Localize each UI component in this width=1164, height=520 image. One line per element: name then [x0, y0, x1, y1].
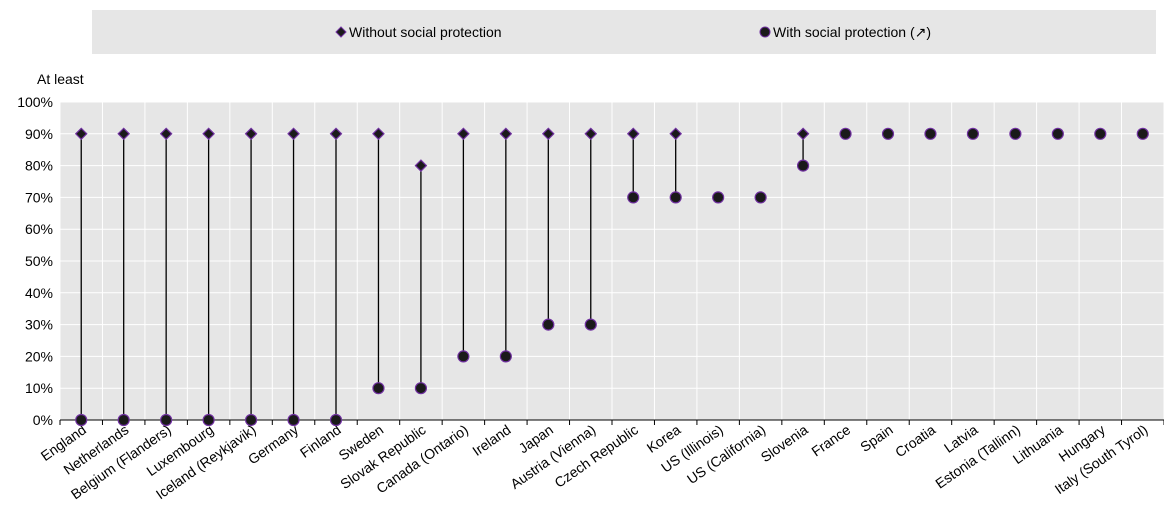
legend-diamond-marker	[335, 26, 347, 38]
without-protection-point	[414, 159, 428, 172]
without-protection-point	[669, 127, 683, 141]
with-protection-point	[754, 191, 767, 204]
with-protection-point	[372, 382, 385, 395]
with-protection-point	[1009, 127, 1022, 140]
y-tick-label: 20%	[25, 348, 53, 364]
with-protection-point	[627, 191, 640, 204]
y-axis-title: At least	[37, 71, 84, 87]
with-protection-point	[584, 318, 597, 331]
without-protection-point	[287, 127, 300, 141]
y-tick-label: 90%	[25, 126, 53, 142]
without-protection-point	[457, 127, 470, 141]
without-protection-point	[202, 127, 215, 141]
with-protection-point	[414, 382, 428, 395]
y-tick-label: 80%	[25, 158, 53, 174]
y-tick-label: 40%	[25, 285, 53, 301]
without-protection-point	[159, 127, 173, 141]
y-tick-label: 0%	[33, 412, 53, 428]
with-protection-point	[499, 350, 512, 363]
y-tick-label: 70%	[25, 189, 53, 205]
with-protection-point	[542, 318, 555, 331]
with-protection-point	[712, 191, 725, 204]
y-tick-label: 30%	[25, 317, 53, 333]
without-protection-point	[117, 127, 131, 141]
data-markers	[74, 127, 1149, 427]
without-protection-point	[372, 127, 385, 141]
with-protection-point	[287, 413, 300, 427]
y-tick-label: 10%	[25, 380, 53, 396]
y-tick-labels: 0% 10% 20% 30% 40% 50% 60% 70% 80% 90% 100%	[17, 94, 53, 428]
with-protection-point	[966, 127, 980, 140]
with-protection-point	[244, 413, 258, 427]
without-protection-point	[244, 127, 258, 141]
with-protection-point	[117, 413, 130, 427]
with-protection-point	[796, 159, 810, 172]
connector-lines	[80, 133, 804, 420]
legend-item-with: With social protection (↗)	[759, 24, 931, 40]
x-tick-label: Croatia	[892, 421, 938, 460]
with-protection-point	[1051, 127, 1064, 140]
legend-label-without: Without social protection	[349, 24, 502, 40]
with-protection-point	[839, 127, 852, 140]
without-protection-point	[626, 127, 640, 141]
without-protection-point	[329, 127, 343, 141]
without-protection-point	[74, 127, 88, 141]
with-protection-point	[924, 127, 937, 140]
with-protection-point	[160, 413, 173, 427]
x-tick-label: Ireland	[469, 421, 513, 459]
x-tick-label: France	[808, 421, 853, 459]
without-protection-point	[541, 127, 555, 141]
with-protection-point	[329, 413, 343, 427]
with-protection-point	[1094, 127, 1107, 140]
with-protection-point	[202, 413, 215, 427]
with-protection-point	[75, 413, 88, 427]
without-protection-point	[796, 127, 810, 141]
x-tick-label: Finland	[297, 421, 344, 460]
with-protection-point	[881, 127, 895, 140]
y-tick-label: 50%	[25, 253, 53, 269]
legend-background	[92, 10, 1156, 54]
legend-circle-marker	[759, 26, 771, 38]
legend-label-with: With social protection (↗)	[773, 24, 931, 40]
with-protection-point	[1136, 127, 1149, 140]
without-protection-point	[499, 127, 513, 141]
y-tick-label: 60%	[25, 221, 53, 237]
x-tick-label: Spain	[857, 421, 896, 455]
x-tick-label: Slovenia	[758, 421, 811, 465]
without-protection-point	[584, 127, 598, 141]
with-protection-point	[669, 191, 682, 204]
with-protection-point	[457, 350, 470, 363]
legend-item-without: Without social protection	[335, 24, 502, 40]
y-tick-label: 100%	[17, 94, 53, 110]
grid-layer	[59, 101, 1164, 425]
